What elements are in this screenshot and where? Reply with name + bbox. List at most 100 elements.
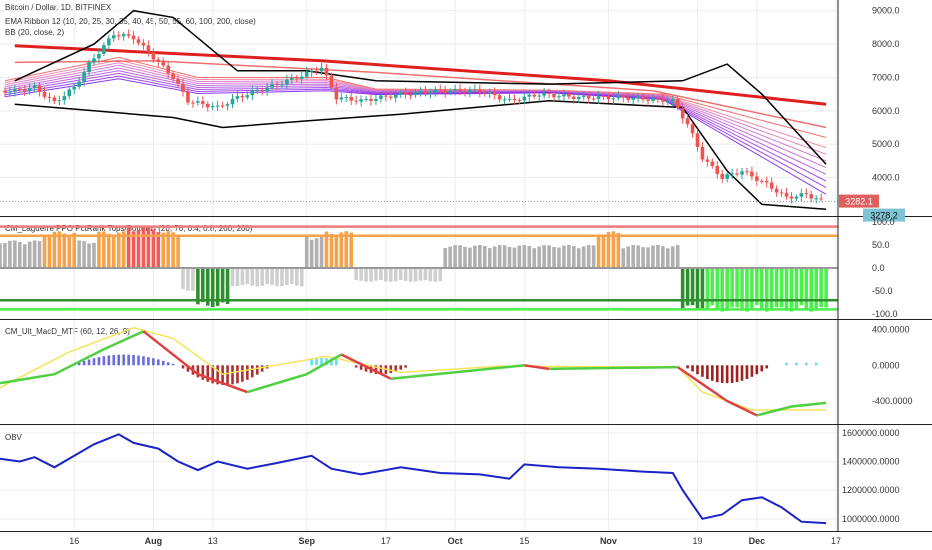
laguerre-bar: [750, 268, 754, 310]
x-tick-label: Aug: [145, 536, 163, 546]
macd-hist-bar: [740, 365, 744, 381]
laguerre-bar: [408, 268, 413, 282]
laguerre-bar: [240, 268, 245, 286]
laguerre-bar: [146, 226, 151, 268]
macd-hist-bar: [359, 365, 363, 370]
laguerre-bar: [651, 245, 655, 268]
laguerre-y-tick: 50.0: [872, 240, 890, 250]
macd-hist-bar: [137, 355, 140, 366]
laguerre-bar: [581, 246, 586, 268]
laguerre-bar: [37, 241, 42, 268]
laguerre-bar: [586, 245, 591, 268]
candle-body: [641, 96, 645, 100]
candle-body: [631, 97, 635, 100]
candle-body: [131, 35, 136, 40]
laguerre-bar: [369, 268, 373, 282]
macd-hist-bar: [404, 365, 407, 368]
macd-pane[interactable]: [0, 326, 827, 417]
candle-body: [591, 98, 596, 100]
candle-body: [581, 95, 586, 97]
candle-body: [740, 171, 744, 175]
laguerre-bar: [572, 246, 576, 268]
macd-hist-bar: [691, 365, 694, 372]
laguerre-bar: [715, 268, 720, 310]
candle-body: [334, 87, 339, 100]
laguerre-pane[interactable]: [0, 225, 838, 312]
macd-hist-bar: [122, 354, 125, 366]
laguerre-bar: [517, 245, 522, 268]
laguerre-bar: [374, 268, 378, 281]
price-y-tick: 6000.0: [872, 106, 900, 116]
laguerre-bar: [789, 268, 794, 312]
laguerre-bar: [700, 268, 705, 310]
laguerre-bar: [527, 246, 532, 268]
macd-hist-bar: [181, 365, 185, 369]
laguerre-bar: [82, 241, 86, 268]
candle-body: [116, 35, 121, 37]
laguerre-bar: [690, 268, 695, 306]
price-tag-text: 3282.1: [845, 197, 873, 207]
x-tick-label: 17: [381, 536, 391, 546]
laguerre-bar: [201, 268, 205, 303]
macd-hist-bar: [127, 354, 130, 366]
macd-hist-bar: [216, 365, 219, 385]
laguerre-bar: [730, 268, 734, 308]
x-tick-label: 17: [831, 536, 841, 546]
candle-body: [161, 61, 166, 66]
laguerre-bar: [225, 268, 230, 305]
macd-hist-bar: [206, 365, 210, 382]
laguerre-bar: [171, 232, 175, 268]
laguerre-bar: [403, 268, 408, 281]
macd-title: CM_Ult_MacD_MTF (60, 12, 26, 9): [5, 327, 130, 336]
candle-body: [428, 92, 433, 94]
laguerre-bar: [220, 268, 225, 303]
laguerre-bar: [131, 231, 136, 268]
laguerre-bar: [299, 268, 304, 287]
macd-hist-bar: [320, 358, 323, 366]
laguerre-bar: [576, 248, 581, 268]
macd-hist-bar: [374, 365, 378, 374]
candle-body: [280, 84, 284, 86]
laguerre-bar: [27, 241, 32, 268]
macd-hist-bar: [161, 360, 165, 366]
candle-body: [384, 95, 388, 97]
candle-body: [675, 98, 680, 109]
laguerre-bar: [413, 268, 418, 282]
laguerre-bar: [685, 268, 690, 306]
laguerre-bar: [661, 246, 665, 268]
macd-hist-bar: [171, 363, 175, 366]
laguerre-bar: [819, 268, 823, 308]
laguerre-bar: [497, 245, 502, 268]
candle-body: [755, 176, 759, 181]
laguerre-bar: [680, 268, 685, 309]
obv-y-tick: 1000000.0000: [842, 514, 900, 524]
macd-hist-bar: [156, 359, 160, 366]
price-tag: [839, 194, 879, 208]
candle-body: [126, 34, 131, 36]
macd-hist-bar: [354, 365, 358, 368]
laguerre-y-tick: -100.0: [872, 309, 898, 319]
candle-body: [804, 193, 809, 195]
candle-body: [369, 98, 373, 101]
candle-body: [413, 91, 418, 95]
candle-body: [497, 95, 502, 100]
macd-hist-bar: [132, 354, 135, 366]
laguerre-bar: [542, 245, 546, 268]
candle-body: [596, 96, 601, 100]
price-pane[interactable]: [0, 9, 838, 211]
macd-hist-bar: [706, 365, 709, 380]
laguerre-bar: [126, 227, 131, 268]
candle-body: [275, 83, 279, 85]
candle-body: [492, 92, 497, 96]
laguerre-bar: [314, 238, 319, 268]
laguerre-bar: [102, 231, 106, 268]
candle-body: [388, 96, 393, 98]
laguerre-bar: [388, 268, 393, 282]
ema-ribbon-line: [4, 62, 827, 155]
macd-hist-bar: [755, 365, 759, 375]
obv-pane[interactable]: [0, 433, 827, 525]
candle-body: [710, 161, 715, 166]
macd-line: [390, 364, 525, 380]
laguerre-bar: [601, 235, 606, 268]
